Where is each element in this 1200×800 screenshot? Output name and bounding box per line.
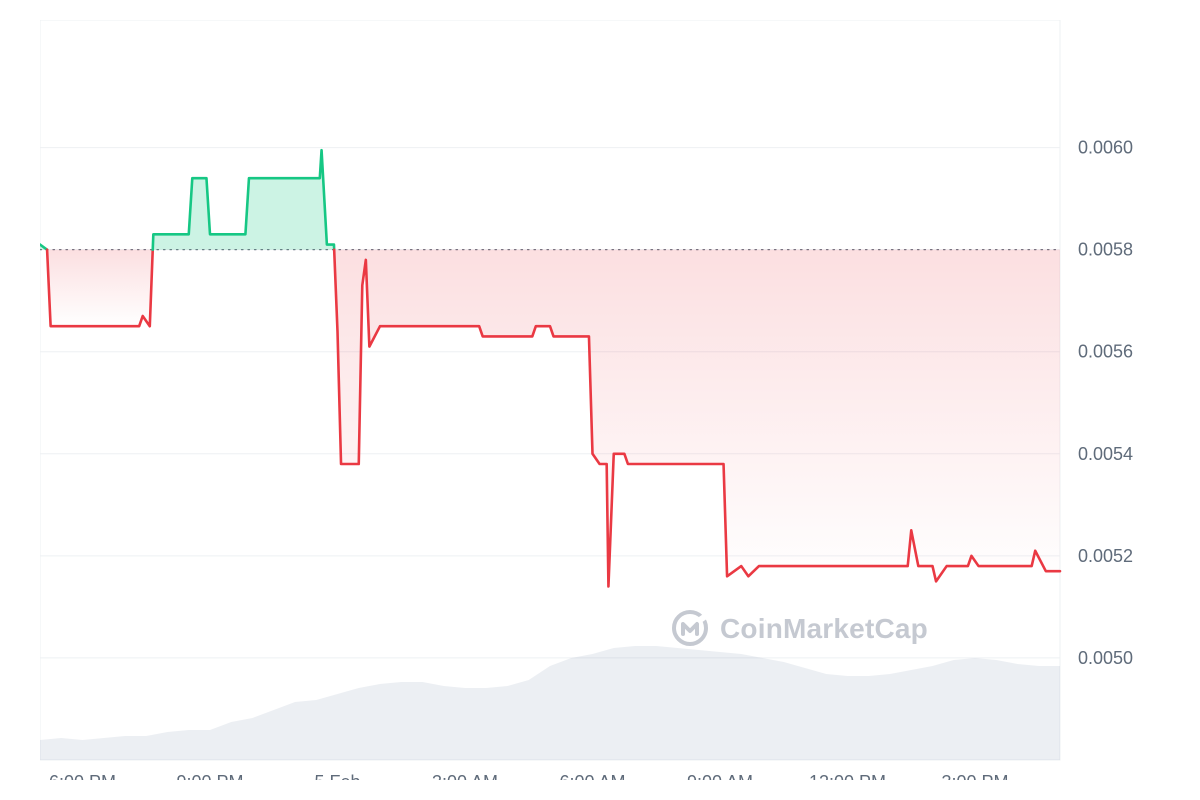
x-axis-label: 9:00 AM: [687, 772, 753, 780]
volume-area: [40, 646, 1060, 760]
x-axis-label: 3:00 PM: [941, 772, 1008, 780]
x-axis-label: 5 Feb: [314, 772, 360, 780]
y-axis-label: 0.0056: [1078, 342, 1133, 362]
y-axis-label: 0.0050: [1078, 648, 1133, 668]
x-axis-label: 3:00 AM: [432, 772, 498, 780]
x-axis-label: 6:00 PM: [49, 772, 116, 780]
x-axis-label: 9:00 PM: [176, 772, 243, 780]
price-chart[interactable]: 0.0050 0.0052 0.0054 0.0056 0.0058 0.0060 6:00…: [40, 20, 1160, 780]
watermark-text: CoinMarketCap: [720, 613, 928, 644]
watermark: CoinMarketCap: [674, 612, 928, 644]
y-axis-label: 0.0060: [1078, 138, 1133, 158]
area-below: [47, 250, 153, 327]
area-below: [334, 250, 1060, 587]
x-axis-label: 6:00 AM: [559, 772, 625, 780]
y-axis-label: 0.0054: [1078, 444, 1133, 464]
y-axis-label: 0.0052: [1078, 546, 1133, 566]
x-axis-label: 12:00 PM: [809, 772, 886, 780]
y-axis-label: 0.0058: [1078, 240, 1133, 260]
